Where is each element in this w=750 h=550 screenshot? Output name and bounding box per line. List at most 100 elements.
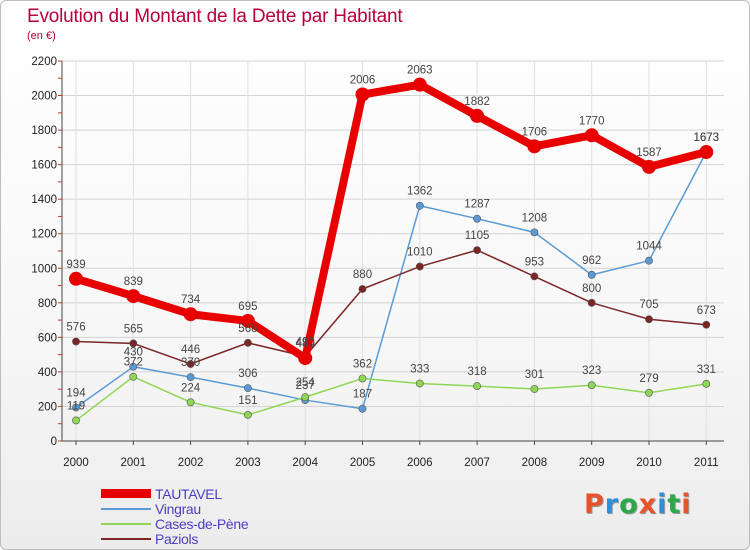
data-label-tautavel: 1882 xyxy=(464,96,490,108)
data-point-tautavel xyxy=(240,313,255,328)
data-point-cases-de-p-ne xyxy=(473,382,481,390)
data-label-vingrau: 237 xyxy=(296,380,315,392)
data-point-paziols xyxy=(702,320,711,329)
x-tick-label: 2011 xyxy=(694,457,719,469)
legend-label: TAUTAVEL xyxy=(155,485,222,502)
chart-subtitle: (en €) xyxy=(27,30,56,42)
series-line-cases-de-p-ne xyxy=(75,375,708,422)
data-point-cases-de-p-ne xyxy=(301,393,310,402)
data-point-vingrau xyxy=(473,214,481,223)
data-point-vingrau xyxy=(587,270,596,279)
data-point-tautavel xyxy=(412,77,427,92)
data-label-cases-de-p-ne: 151 xyxy=(238,395,257,407)
data-point-cases-de-p-ne xyxy=(358,374,367,383)
data-label-paziols: 953 xyxy=(525,256,544,268)
y-tick-label: 400 xyxy=(38,367,57,379)
data-point-tautavel xyxy=(470,108,485,123)
legend: TAUTAVEL Vingrau Cases-de-Pène Paziols xyxy=(101,485,249,547)
legend-item: Vingrau xyxy=(101,500,248,517)
data-point-tautavel xyxy=(642,159,656,174)
data-label-paziols: 446 xyxy=(181,344,200,356)
data-point-paziols xyxy=(530,272,539,281)
data-point-cases-de-p-ne xyxy=(530,385,539,393)
data-label-paziols: 800 xyxy=(582,283,601,295)
data-label-tautavel: 480 xyxy=(296,338,315,350)
data-label-vingrau: 1362 xyxy=(407,186,433,198)
data-label-paziols: 1010 xyxy=(407,247,433,259)
x-tick-label: 2008 xyxy=(522,457,548,469)
data-label-tautavel: 2006 xyxy=(350,75,376,87)
data-point-paziols xyxy=(129,339,138,348)
legend-label: Vingrau xyxy=(155,500,201,517)
logo-letter: P xyxy=(584,489,605,520)
y-tick-label: 1800 xyxy=(31,125,57,137)
data-point-cases-de-p-ne xyxy=(129,372,138,381)
data-point-cases-de-p-ne xyxy=(702,379,711,388)
data-label-paziols: 576 xyxy=(66,322,85,334)
series-line-vingrau xyxy=(75,151,708,410)
data-point-cases-de-p-ne xyxy=(415,379,424,388)
y-tick-label: 600 xyxy=(38,332,57,344)
legend-item: Cases-de-Pène xyxy=(101,516,249,532)
x-tick-label: 2009 xyxy=(579,457,605,469)
data-point-vingrau xyxy=(530,228,539,237)
data-point-paziols xyxy=(415,262,424,271)
y-tick-label: 0 xyxy=(51,436,57,448)
data-label-cases-de-p-ne: 318 xyxy=(468,366,487,378)
data-point-cases-de-p-ne xyxy=(645,388,653,397)
y-tick-label: 1400 xyxy=(31,194,57,206)
data-point-paziols xyxy=(72,337,80,346)
data-point-paziols xyxy=(645,315,653,324)
data-point-vingrau xyxy=(72,403,80,412)
x-tick-label: 2007 xyxy=(464,457,490,469)
legend-swatch xyxy=(101,522,151,525)
data-label-tautavel: 1673 xyxy=(694,132,720,144)
x-tick-label: 2005 xyxy=(350,457,376,469)
data-point-cases-de-p-ne xyxy=(186,398,195,407)
data-label-cases-de-p-ne: 372 xyxy=(124,357,143,369)
y-tick-label: 1600 xyxy=(31,160,57,172)
data-point-vingrau xyxy=(129,362,138,371)
data-point-vingrau xyxy=(358,404,367,413)
x-tick-label: 2006 xyxy=(407,457,433,469)
y-tick-label: 1200 xyxy=(31,229,57,241)
chart-title: Evolution du Montant de la Dette par Hab… xyxy=(27,6,403,27)
data-point-tautavel xyxy=(527,139,542,154)
logo-letter: t xyxy=(667,489,682,520)
data-label-tautavel: 695 xyxy=(238,301,257,313)
x-tick-label: 2000 xyxy=(63,457,89,469)
data-point-cases-de-p-ne xyxy=(587,381,596,390)
data-label-cases-de-p-ne: 331 xyxy=(697,364,716,376)
data-point-paziols xyxy=(186,360,195,368)
data-point-tautavel xyxy=(69,271,83,286)
logo-letter: x xyxy=(638,489,658,520)
data-label-tautavel: 1587 xyxy=(636,147,662,159)
y-tick-label: 200 xyxy=(38,401,57,413)
y-tick-label: 800 xyxy=(38,298,57,310)
series-line-tautavel xyxy=(72,80,711,363)
data-label-cases-de-p-ne: 224 xyxy=(181,382,201,394)
data-point-vingrau xyxy=(243,384,252,393)
legend-swatch xyxy=(101,489,151,498)
data-point-tautavel xyxy=(126,289,141,304)
x-tick-label: 2004 xyxy=(292,457,318,469)
data-label-cases-de-p-ne: 301 xyxy=(525,369,544,381)
data-label-tautavel: 2063 xyxy=(407,65,433,77)
proxiti-logo: Proxiti xyxy=(584,489,692,520)
data-label-cases-de-p-ne: 279 xyxy=(639,373,658,385)
y-tick-label: 2000 xyxy=(31,91,57,103)
data-label-tautavel: 1706 xyxy=(522,126,548,138)
data-label-paziols: 880 xyxy=(353,269,372,281)
data-label-vingrau: 1673 xyxy=(694,132,720,144)
data-label-tautavel: 939 xyxy=(66,259,85,271)
logo-letter: i xyxy=(657,489,668,520)
x-tick-label: 2001 xyxy=(121,457,147,469)
data-label-vingrau: 1044 xyxy=(636,241,662,253)
data-label-cases-de-p-ne: 323 xyxy=(582,365,601,377)
data-point-paziols xyxy=(587,298,596,307)
legend-swatch xyxy=(101,537,151,540)
data-label-tautavel: 1770 xyxy=(579,115,605,127)
data-point-paziols xyxy=(243,338,252,347)
data-label-paziols: 1105 xyxy=(465,230,490,242)
